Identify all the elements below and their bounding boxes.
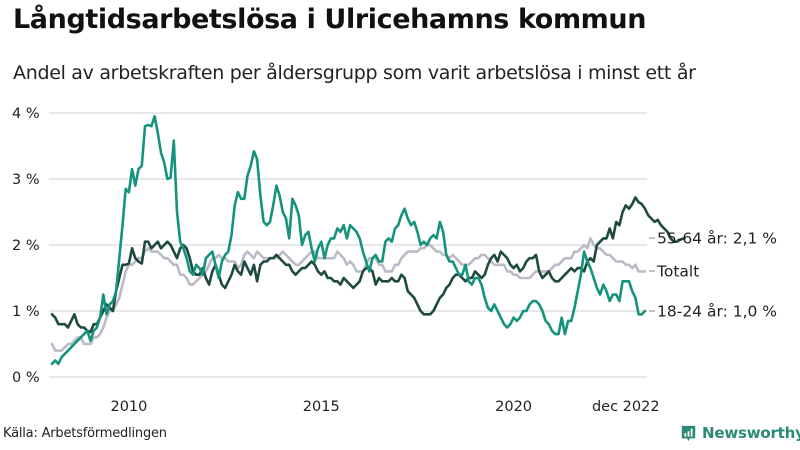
y-axis-ticks: 0 % 1 % 2 % 3 % 4 %	[12, 106, 40, 386]
chart-subtitle: Andel av arbetskraften per åldersgrupp s…	[13, 62, 696, 84]
x-axis-ticks: 2010 2015 2020 dec 2022	[110, 399, 659, 415]
series-end-label: 18-24 år: 1,0 %	[657, 303, 777, 321]
y-tick-label: 2 %	[12, 238, 40, 254]
x-tick-label: 2020	[495, 399, 532, 415]
x-tick-label: 2010	[110, 399, 147, 415]
series-line-18-24-r	[50, 115, 647, 366]
gridlines	[49, 112, 647, 378]
brand-name: Newsworthy	[702, 424, 800, 442]
series-lines	[50, 115, 685, 366]
chart-title: Långtidsarbetslösa i Ulricehamns kommun	[13, 4, 647, 35]
brand-logo: Newsworthy	[680, 424, 800, 442]
y-tick-label: 0 %	[12, 370, 40, 386]
series-end-label: 55-64 år: 2,1 %	[657, 230, 777, 248]
y-tick-label: 1 %	[12, 304, 40, 320]
bar-chart-speech-bubble-icon	[681, 425, 696, 441]
series-line-totalt	[50, 237, 647, 352]
x-tick-label: dec 2022	[592, 399, 660, 415]
series-end-label: Totalt	[656, 263, 699, 281]
y-tick-label: 4 %	[12, 106, 40, 122]
source-note: Källa: Arbetsförmedlingen	[3, 426, 167, 441]
x-tick-label: 2015	[303, 399, 340, 415]
y-tick-label: 3 %	[12, 172, 40, 188]
series-end-labels: Totalt 55-64 år: 2,1 % 18-24 år: 1,0 %	[649, 230, 777, 321]
